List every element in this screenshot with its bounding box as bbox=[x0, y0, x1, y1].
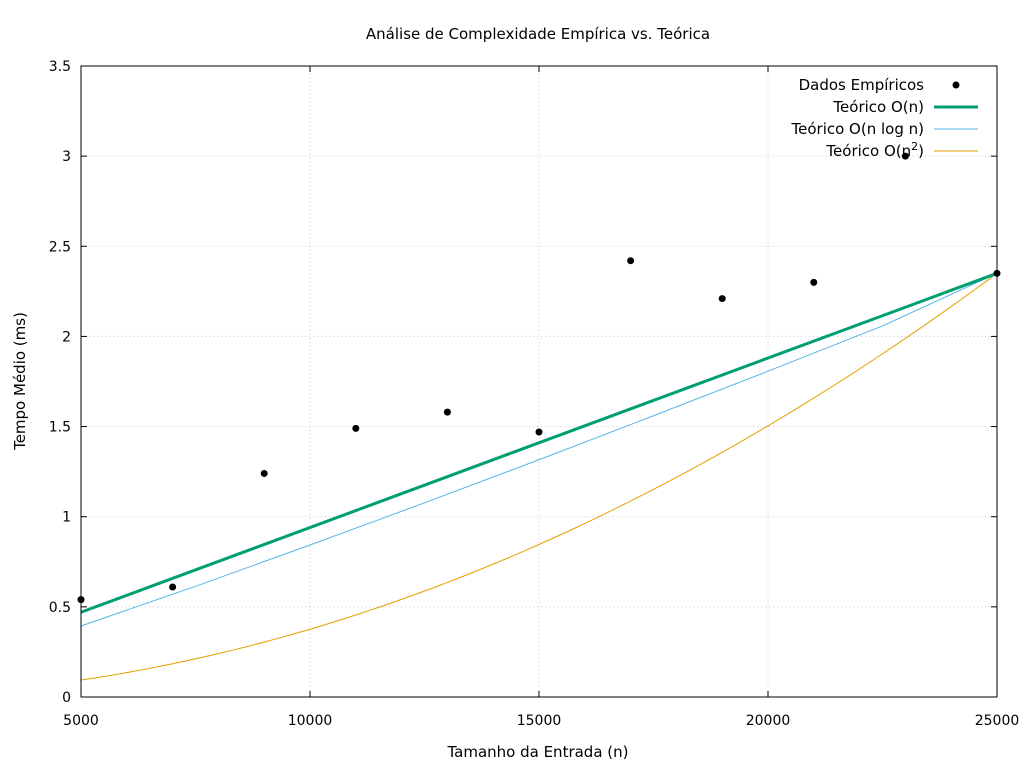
legend: Dados Empíricos Teórico O(n) Teórico O(n… bbox=[791, 76, 978, 160]
scatter-point bbox=[260, 469, 268, 477]
x-tick-label: 10000 bbox=[288, 713, 333, 729]
y-tick-label: 1.5 bbox=[49, 420, 71, 436]
x-tick-label: 25000 bbox=[975, 713, 1020, 729]
legend-marker-empirical bbox=[952, 81, 960, 89]
series-line-linear bbox=[80, 271, 998, 614]
legend-label-nlogn: Teórico O(n log n) bbox=[791, 120, 924, 138]
chart-title: Análise de Complexidade Empírica vs. Teó… bbox=[366, 25, 710, 43]
scatter-point bbox=[718, 295, 726, 303]
grid bbox=[81, 66, 997, 697]
x-tick-label: 5000 bbox=[63, 713, 99, 729]
x-tick-label: 20000 bbox=[746, 713, 791, 729]
scatter-point bbox=[443, 408, 451, 416]
y-tick-label: 0.5 bbox=[49, 600, 71, 616]
legend-label-quadratic-sup: 2 bbox=[911, 140, 918, 153]
series-line-quadratic bbox=[80, 272, 998, 681]
y-axis-label: Tempo Médio (ms) bbox=[11, 312, 29, 451]
legend-label-quadratic: Teórico O(n2) bbox=[825, 140, 924, 160]
scatter-point bbox=[352, 424, 360, 432]
scatter-layer bbox=[77, 152, 1001, 604]
x-tick-label: 15000 bbox=[517, 713, 562, 729]
y-tick-label: 3.5 bbox=[49, 59, 71, 75]
y-tick-label: 3 bbox=[62, 149, 71, 165]
y-tick-label: 2 bbox=[62, 329, 71, 345]
y-tick-label: 2.5 bbox=[49, 239, 71, 255]
legend-label-linear: Teórico O(n) bbox=[832, 98, 924, 116]
legend-label-quadratic-main: Teórico O(n bbox=[825, 142, 911, 160]
legend-label-quadratic-end: ) bbox=[918, 142, 924, 160]
scatter-point bbox=[810, 278, 818, 286]
scatter-point bbox=[169, 583, 177, 591]
legend-label-empirical: Dados Empíricos bbox=[799, 76, 925, 94]
ticks: 5000 10000 15000 20000 25000 0 0.5 1 1.5 2 2.5 3 3.5 bbox=[49, 59, 1020, 729]
y-tick-label: 0 bbox=[62, 690, 71, 706]
y-tick-label: 1 bbox=[62, 510, 71, 526]
scatter-point bbox=[901, 152, 909, 160]
series-layer bbox=[80, 271, 998, 681]
scatter-point bbox=[627, 257, 635, 265]
series-line-nlogn bbox=[80, 272, 998, 627]
scatter-point bbox=[535, 428, 543, 436]
x-axis-label: Tamanho da Entrada (n) bbox=[446, 743, 628, 761]
